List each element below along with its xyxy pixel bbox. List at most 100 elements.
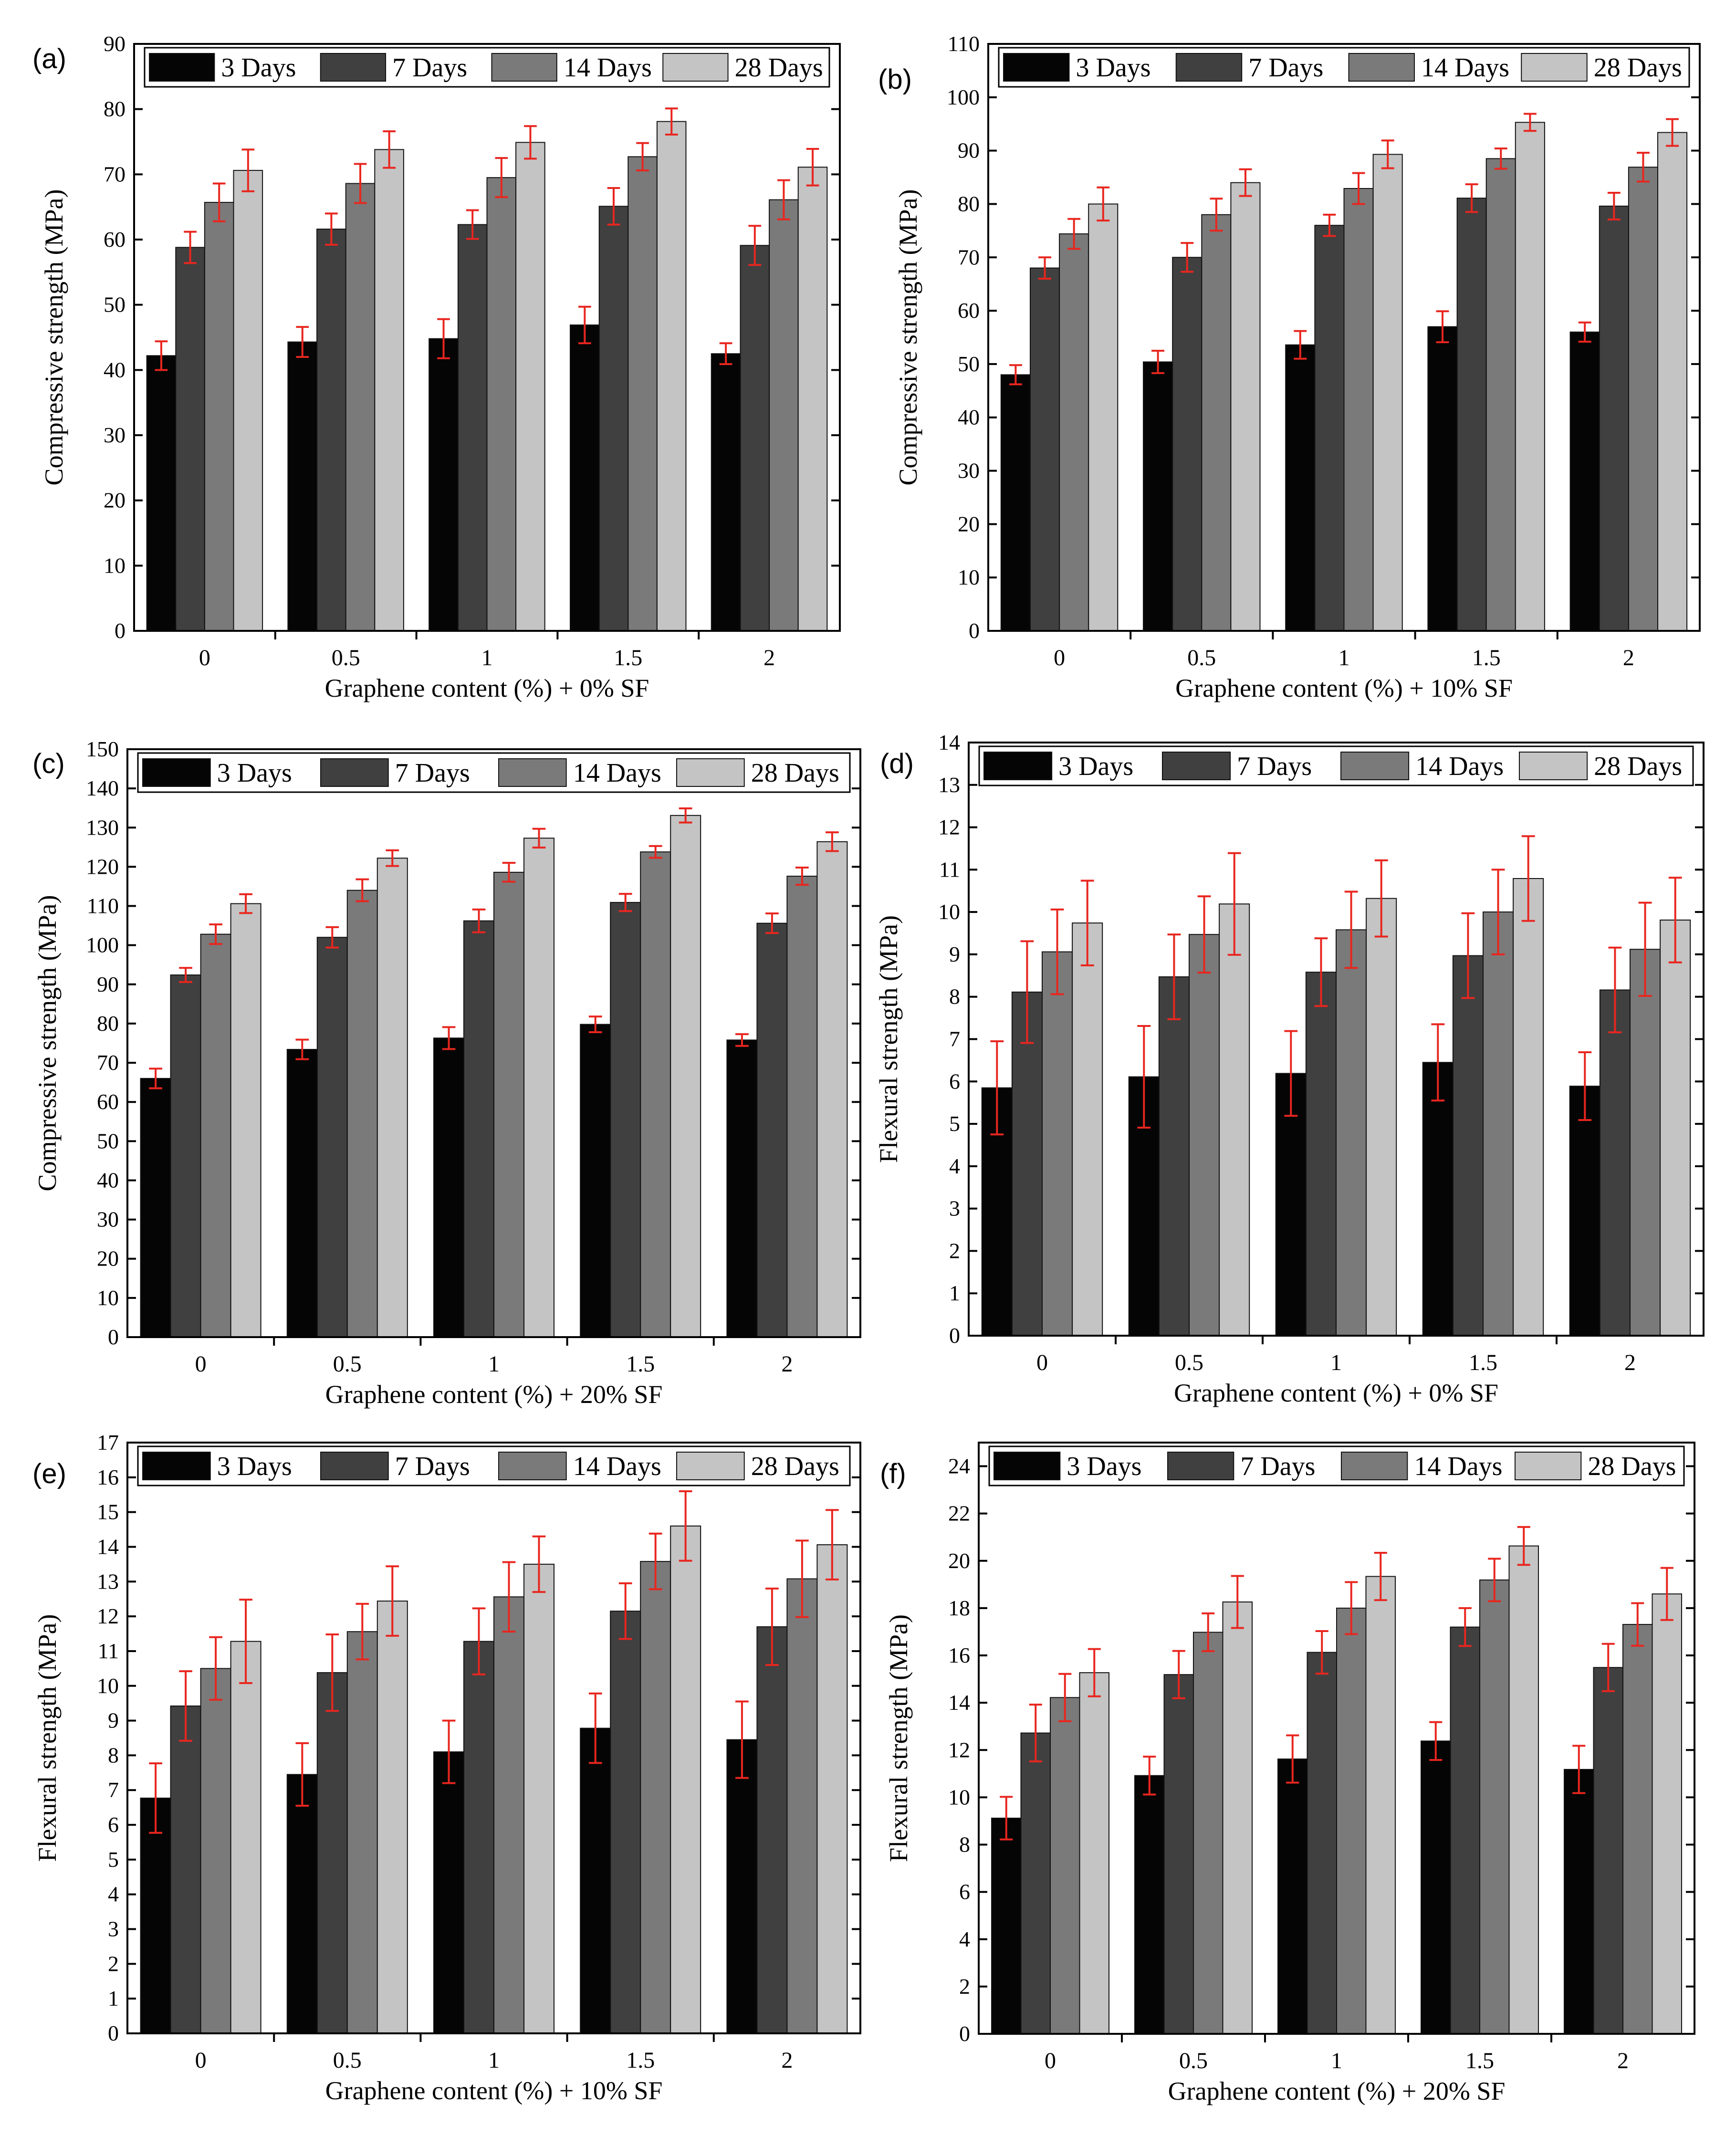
y-tick-label: 100 <box>947 85 980 109</box>
bar <box>1421 1740 1451 2034</box>
legend-label: 3 Days <box>1067 1452 1141 1481</box>
error-bar <box>1607 191 1621 220</box>
bar <box>175 247 205 631</box>
error-bar <box>990 1040 1004 1136</box>
error-bar <box>502 862 516 883</box>
bar <box>1622 1624 1653 2035</box>
bar <box>346 890 378 1338</box>
legend-label: 28 Days <box>1588 1452 1676 1481</box>
y-tick-label: 10 <box>97 1286 119 1310</box>
legend-label: 28 Days <box>751 1452 839 1481</box>
error-bar <box>386 849 399 867</box>
y-tick-label: 30 <box>958 459 980 483</box>
bar <box>769 199 799 632</box>
bar <box>786 876 818 1338</box>
legend-swatch <box>320 1452 389 1480</box>
error-bar <box>1494 147 1507 170</box>
error-bar <box>679 807 692 824</box>
error-bar <box>295 1742 309 1807</box>
error-bar <box>472 908 486 933</box>
error-bar <box>1429 1721 1443 1761</box>
x-tick-label: 0 <box>195 1351 207 1377</box>
bar <box>570 324 600 631</box>
bar <box>1222 1601 1253 2034</box>
bar <box>376 1601 408 2034</box>
bar <box>1513 878 1544 1336</box>
error-bar <box>1666 118 1679 147</box>
error-bar <box>1202 1612 1215 1653</box>
bar <box>1079 1672 1109 2034</box>
bar <box>991 1818 1022 2034</box>
y-tick-label: 7 <box>949 1027 960 1051</box>
y-tick-label: 5 <box>108 1847 119 1872</box>
error-bar <box>795 867 809 886</box>
bar <box>346 1631 378 2034</box>
error-bar <box>1458 1607 1472 1647</box>
y-tick-label: 9 <box>108 1708 119 1733</box>
bar <box>627 156 658 631</box>
error-bar <box>1137 1025 1151 1129</box>
error-bar <box>179 1670 192 1742</box>
legend: 3 Days 7 Days 14 Days 28 Days <box>137 752 851 793</box>
y-tick-label: 3 <box>949 1196 960 1221</box>
legend-label: 14 Days <box>1414 1452 1502 1481</box>
error-bar <box>1517 1526 1530 1566</box>
y-tick-label: 120 <box>86 854 119 879</box>
bar <box>1088 203 1119 631</box>
legend-swatch <box>142 1452 211 1480</box>
legend-swatch <box>676 758 745 787</box>
bar <box>1305 972 1337 1336</box>
x-tick-label: 0 <box>1054 645 1065 670</box>
bar <box>1134 1775 1165 2035</box>
error-bar <box>1660 1567 1673 1621</box>
error-bar <box>806 148 819 187</box>
bar <box>146 355 177 631</box>
error-bar <box>209 923 222 945</box>
bar <box>1219 903 1250 1337</box>
y-tick-label: 1 <box>108 1986 119 2010</box>
bar <box>140 1798 171 2034</box>
bar <box>1275 1073 1307 1336</box>
error-bar <box>588 1692 602 1764</box>
error-bar <box>524 125 537 160</box>
x-tick-label: 0 <box>1045 2048 1056 2073</box>
error-bar <box>239 893 252 914</box>
y-axis-title: Compressive strength (MPa) <box>894 189 922 486</box>
bar <box>1599 989 1631 1336</box>
y-tick-label: 2 <box>949 1238 960 1263</box>
error-bar <box>1227 852 1241 956</box>
legend-swatch <box>1175 53 1243 82</box>
bar <box>1042 951 1073 1336</box>
error-bar <box>1572 1745 1586 1794</box>
bar <box>1307 1652 1337 2035</box>
error-bar <box>618 1582 632 1640</box>
legend-label: 7 Days <box>392 53 467 83</box>
bar <box>433 1751 464 2034</box>
legend: 3 Days 7 Days 14 Days 28 Days <box>988 1445 1685 1486</box>
error-bar <box>607 187 620 226</box>
error-bar <box>209 1636 222 1701</box>
error-bar <box>1668 877 1682 963</box>
y-tick-label: 14 <box>97 1534 119 1559</box>
error-bar <box>442 1026 456 1050</box>
error-bar <box>1167 933 1181 1020</box>
error-bar <box>1315 1630 1328 1675</box>
legend-swatch <box>498 1452 567 1480</box>
bar <box>433 1037 464 1338</box>
y-tick-label: 12 <box>938 815 960 839</box>
y-tick-label: 4 <box>949 1154 960 1178</box>
plot-frame <box>978 1442 1695 2035</box>
bar <box>1483 911 1514 1336</box>
bar <box>1569 331 1600 631</box>
bar <box>374 149 404 631</box>
y-tick-label: 20 <box>948 1549 970 1573</box>
legend-swatch <box>491 53 557 82</box>
bar <box>1020 1732 1051 2035</box>
bar <box>1660 920 1691 1336</box>
bar <box>756 1626 788 2034</box>
error-bar <box>1038 256 1051 280</box>
error-bar <box>1197 895 1211 974</box>
bar <box>463 1641 494 2034</box>
error-bar <box>648 845 662 859</box>
